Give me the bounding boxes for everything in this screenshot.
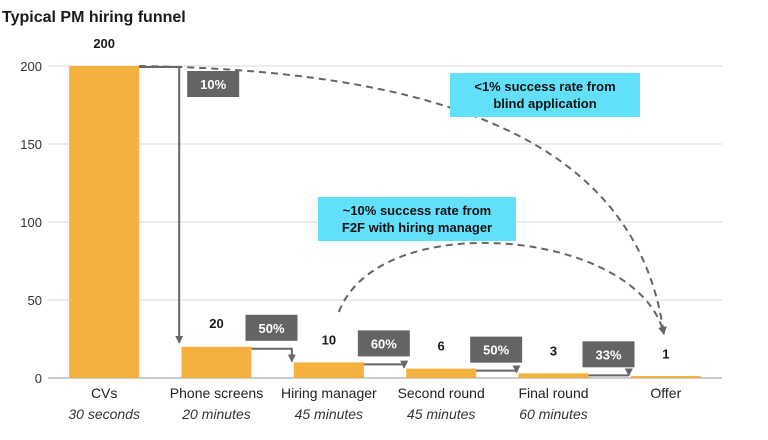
category-label-1: Phone screens <box>170 385 263 401</box>
curve-arrow-blind <box>139 65 667 335</box>
conversion-rate-2: 60% <box>371 336 397 351</box>
annotation-text-0-1: blind application <box>493 96 596 111</box>
annotation-text-1-0: ~10% success rate from <box>343 203 492 218</box>
conversion-box-3 <box>470 336 523 363</box>
curve-arrow-f2f <box>337 241 667 335</box>
duration-label-1: 20 minutes <box>181 406 250 422</box>
conversion-rate-4: 33% <box>595 347 621 362</box>
y-tick-label-150: 150 <box>20 137 42 152</box>
duration-label-2: 45 minutes <box>295 406 363 422</box>
conversion-box-1 <box>245 314 298 341</box>
category-label-2: Hiring manager <box>281 385 377 401</box>
bar-5 <box>630 376 701 378</box>
category-label-0: CVs <box>91 385 117 401</box>
duration-label-4: 60 minutes <box>519 406 587 422</box>
conversion-box-2 <box>357 330 410 357</box>
chart-title: Typical PM hiring funnel <box>2 9 186 26</box>
category-label-5: Offer <box>650 385 681 401</box>
y-tick-label-50: 50 <box>28 293 42 308</box>
duration-label-0: 30 seconds <box>68 406 140 422</box>
step-arrow-3 <box>476 365 521 374</box>
conversion-rate-1: 50% <box>258 321 284 336</box>
value-label-4: 3 <box>550 343 557 358</box>
category-label-3: Second round <box>398 385 485 401</box>
value-label-3: 6 <box>438 339 445 354</box>
value-label-1: 20 <box>209 316 223 331</box>
bar-1 <box>181 346 252 378</box>
conversion-rate-3: 50% <box>483 343 509 358</box>
bar-4 <box>518 373 589 378</box>
y-tick-label-0: 0 <box>35 371 42 386</box>
y-tick-label-200: 200 <box>20 59 42 74</box>
value-label-2: 10 <box>322 332 336 347</box>
bar-2 <box>293 362 364 378</box>
conversion-box-4 <box>582 341 635 368</box>
step-arrow-1 <box>251 347 296 363</box>
value-label-5: 1 <box>662 346 669 361</box>
conversion-rate-0: 10% <box>200 77 226 92</box>
y-tick-label-100: 100 <box>20 215 42 230</box>
annotation-text-1-1: F2F with hiring manager <box>342 220 492 235</box>
annotation-text-0-0: <1% success rate from <box>474 79 615 94</box>
category-label-4: Final round <box>518 385 588 401</box>
duration-label-3: 45 minutes <box>407 406 475 422</box>
bar-0 <box>69 66 140 378</box>
conversion-box-0 <box>187 71 240 97</box>
step-arrow-2 <box>363 360 409 369</box>
annotation-box-1 <box>318 197 516 241</box>
bar-3 <box>406 368 477 378</box>
value-label-0: 200 <box>93 36 115 51</box>
annotation-box-0 <box>450 73 640 117</box>
